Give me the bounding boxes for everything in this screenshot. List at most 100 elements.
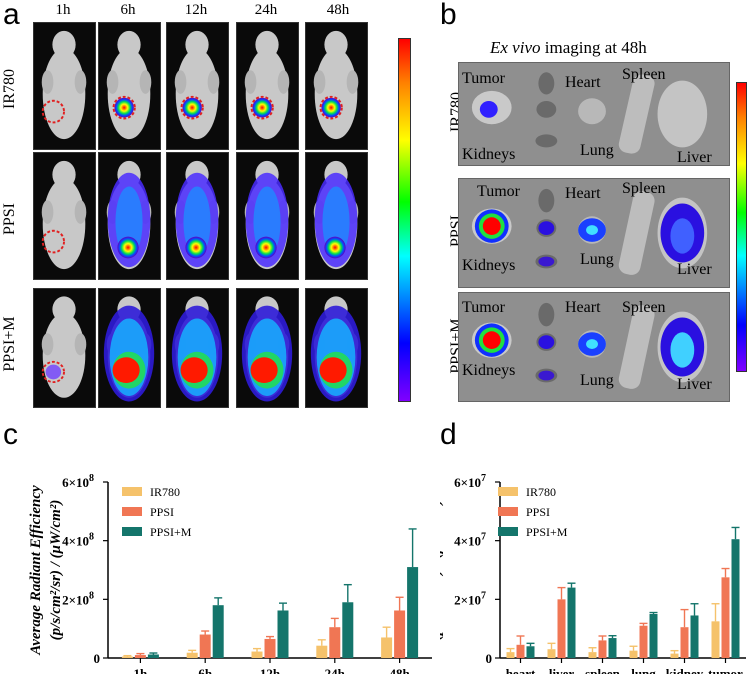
panel-letter-c: c bbox=[3, 418, 18, 451]
mouse-image bbox=[98, 22, 161, 150]
bar-ppsi bbox=[680, 627, 689, 658]
mouse-image bbox=[98, 152, 161, 280]
x-tick-label: 48h bbox=[389, 666, 410, 674]
bar-ir780 bbox=[506, 652, 515, 658]
organ-label-lung: Lung bbox=[580, 142, 614, 159]
y-axis-label: Average Radiant Efficiency(p/s/cm²/sr) /… bbox=[28, 485, 64, 656]
bar-ppsi-m bbox=[608, 638, 617, 658]
y-tick-label: 2×108 bbox=[62, 590, 94, 607]
bar-ir780 bbox=[547, 649, 556, 658]
x-tick-label: heart bbox=[506, 666, 536, 674]
organ-label-liver: Liver bbox=[677, 376, 712, 393]
legend-label: PPSI+M bbox=[526, 525, 568, 539]
time-label-6h: 6h bbox=[120, 2, 136, 18]
legend-swatch bbox=[122, 507, 142, 516]
legend-label: PPSI bbox=[150, 505, 174, 519]
organ-label-tumor: Tumor bbox=[462, 70, 505, 87]
row-label-ir780: IR780 bbox=[1, 69, 18, 109]
bar-ppsi bbox=[264, 638, 276, 658]
bar-ppsi-m bbox=[567, 587, 576, 658]
y-tick-label: 6×107 bbox=[454, 473, 486, 490]
time-label-1h: 1h bbox=[55, 2, 71, 18]
colorbar-b bbox=[736, 82, 747, 372]
organ-label-kidneys: Kidneys bbox=[462, 146, 516, 163]
mouse-image bbox=[33, 22, 96, 150]
y-tick-label: 2×107 bbox=[454, 590, 486, 607]
bar-ppsi bbox=[134, 655, 146, 658]
legend-swatch bbox=[498, 507, 518, 516]
panel-letter-a: a bbox=[3, 0, 20, 31]
y-tick-label: 0 bbox=[486, 651, 493, 666]
mouse-image bbox=[98, 288, 161, 408]
organ-image-box bbox=[458, 292, 730, 402]
organ-label-heart: Heart bbox=[565, 74, 601, 91]
row-label-ppsi: PPSI bbox=[1, 202, 18, 236]
bar-ppsi bbox=[721, 577, 730, 658]
bar-ir780 bbox=[186, 652, 198, 658]
bar-ppsi bbox=[557, 599, 566, 658]
x-tick-label: spleen bbox=[585, 666, 620, 674]
mouse-image bbox=[305, 22, 368, 150]
bar-ppsi bbox=[516, 644, 525, 658]
legend-swatch bbox=[122, 527, 142, 536]
bar-ppsi-m bbox=[407, 567, 419, 658]
organ-label-heart: Heart bbox=[565, 185, 601, 202]
legend-swatch bbox=[498, 527, 518, 536]
exvivo-title-italic: Ex vivo bbox=[490, 38, 541, 57]
bar-ppsi bbox=[199, 634, 211, 658]
row-label-ppsi-m: PPSI+M bbox=[1, 316, 18, 372]
exvivo-title-rest: imaging at 48h bbox=[540, 38, 647, 57]
organ-label-liver: Liver bbox=[677, 149, 712, 166]
bar-ir780 bbox=[711, 621, 720, 658]
panel-letter-b: b bbox=[440, 0, 457, 31]
x-tick-label: kidney bbox=[666, 666, 704, 674]
bar-ppsi-m bbox=[342, 602, 354, 658]
mouse-image bbox=[166, 22, 229, 150]
mouse-image bbox=[236, 288, 299, 408]
bar-ir780 bbox=[316, 645, 328, 658]
mouse-image bbox=[305, 152, 368, 280]
organ-label-liver: Liver bbox=[677, 261, 712, 278]
organ-image-box bbox=[458, 62, 730, 166]
x-tick-label: liver bbox=[549, 666, 574, 674]
organ-label-spleen: Spleen bbox=[622, 299, 666, 316]
organ-label-tumor: Tumor bbox=[477, 183, 520, 200]
bar-ppsi bbox=[639, 625, 648, 658]
panel-letter-d: d bbox=[440, 418, 457, 451]
x-tick-label: 24h bbox=[325, 666, 346, 674]
legend-label: PPSI bbox=[526, 505, 550, 519]
organ-label-spleen: Spleen bbox=[622, 180, 666, 197]
bar-ppsi-m bbox=[731, 539, 740, 658]
x-tick-label: tumor bbox=[708, 666, 743, 674]
bar-ppsi-m bbox=[690, 615, 699, 658]
bar-ir780 bbox=[381, 637, 393, 658]
y-tick-label: 4×107 bbox=[454, 532, 486, 549]
mouse-image bbox=[236, 152, 299, 280]
mouse-image bbox=[236, 22, 299, 150]
bar-ir780 bbox=[121, 656, 133, 658]
organ-label-kidneys: Kidneys bbox=[462, 362, 516, 379]
mouse-image bbox=[33, 288, 96, 408]
mouse-image bbox=[305, 288, 368, 408]
bar-ppsi-m bbox=[649, 614, 658, 658]
bar-ppsi-m bbox=[526, 646, 535, 658]
organ-image-box bbox=[458, 178, 730, 288]
bar-ppsi-m bbox=[147, 654, 159, 658]
bar-ir780 bbox=[629, 650, 638, 658]
legend-label: PPSI+M bbox=[150, 525, 192, 539]
mouse-image bbox=[166, 152, 229, 280]
x-tick-label: 6h bbox=[198, 666, 213, 674]
bar-ir780 bbox=[588, 652, 597, 658]
bar-ppsi bbox=[598, 640, 607, 658]
mouse-image bbox=[33, 152, 96, 280]
organ-label-kidneys: Kidneys bbox=[462, 257, 516, 274]
time-label-12h: 12h bbox=[184, 2, 208, 18]
legend-swatch bbox=[122, 487, 142, 496]
organ-label-tumor: Tumor bbox=[462, 299, 505, 316]
mouse-image bbox=[166, 288, 229, 408]
x-tick-label: 12h bbox=[260, 666, 281, 674]
y-axis-label: Average Radiant Efficiency(p/s/cm²/sr) /… bbox=[440, 485, 444, 656]
panel-a-imaging: 1h 6h 12h 24h 48h IR780 PPSI PPSI+M bbox=[0, 0, 430, 410]
x-tick-label: 1h bbox=[134, 666, 149, 674]
bar-ppsi bbox=[329, 627, 341, 658]
